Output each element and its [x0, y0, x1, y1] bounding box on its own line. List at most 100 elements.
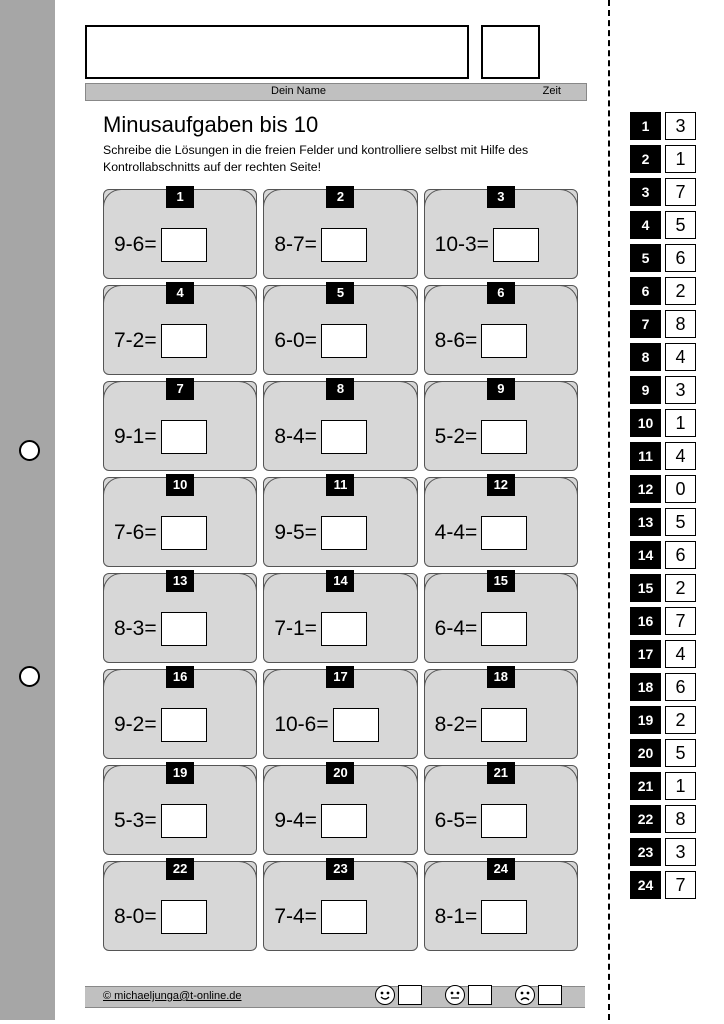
equation: 8-2= — [435, 708, 528, 742]
problem-card: 1710-6= — [263, 669, 417, 759]
answer-key: 14 — [630, 541, 661, 569]
answer-box[interactable] — [321, 516, 367, 550]
answer-box[interactable] — [321, 420, 367, 454]
problem-card: 188-2= — [424, 669, 578, 759]
equation-text: 8-6= — [435, 329, 478, 353]
answer-box[interactable] — [481, 324, 527, 358]
equation: 9-5= — [274, 516, 367, 550]
equation: 8-3= — [114, 612, 207, 646]
answer-value: 5 — [665, 508, 696, 536]
answer-value: 6 — [665, 244, 696, 272]
equation-text: 7-6= — [114, 521, 157, 545]
equation: 8-0= — [114, 900, 207, 934]
rating-box[interactable] — [538, 985, 562, 1005]
answer-row: 62 — [630, 277, 698, 305]
answer-box[interactable] — [161, 516, 207, 550]
answer-box[interactable] — [161, 612, 207, 646]
rating-box[interactable] — [398, 985, 422, 1005]
answer-key: 21 — [630, 772, 661, 800]
problem-number: 5 — [326, 282, 354, 304]
answer-box[interactable] — [321, 324, 367, 358]
answer-value: 3 — [665, 376, 696, 404]
answer-row: 146 — [630, 541, 698, 569]
equation-text: 8-3= — [114, 617, 157, 641]
answer-row: 192 — [630, 706, 698, 734]
answer-strip: 1321374556627884931011141201351461521671… — [630, 112, 698, 904]
problem-card: 11 9-5= — [263, 477, 417, 567]
problem-card: 22 8-0= — [103, 861, 257, 951]
rating-neutral[interactable] — [445, 985, 492, 1005]
answer-box[interactable] — [161, 804, 207, 838]
answer-box[interactable] — [321, 900, 367, 934]
answer-row: 45 — [630, 211, 698, 239]
answer-box[interactable] — [161, 708, 207, 742]
rating-happy[interactable] — [375, 985, 422, 1005]
answer-box[interactable] — [333, 708, 379, 742]
answer-value: 7 — [665, 607, 696, 635]
answer-key: 13 — [630, 508, 661, 536]
equation-text: 6-0= — [274, 329, 317, 353]
answer-value: 2 — [665, 706, 696, 734]
answer-key: 15 — [630, 574, 661, 602]
answer-key: 18 — [630, 673, 661, 701]
problem-number: 2 — [326, 186, 354, 208]
problem-number: 22 — [166, 858, 194, 880]
header-label-bar: Dein Name Zeit — [85, 83, 587, 101]
answer-row: 93 — [630, 376, 698, 404]
equation-text: 4-4= — [435, 521, 478, 545]
answer-box[interactable] — [161, 420, 207, 454]
problem-number: 19 — [166, 762, 194, 784]
answer-box[interactable] — [161, 324, 207, 358]
answer-value: 7 — [665, 871, 696, 899]
rating-box[interactable] — [468, 985, 492, 1005]
neutral-icon — [445, 985, 465, 1005]
answer-box[interactable] — [321, 612, 367, 646]
rating-sad[interactable] — [515, 985, 562, 1005]
answer-value: 2 — [665, 574, 696, 602]
answer-value: 6 — [665, 673, 696, 701]
answer-box[interactable] — [321, 228, 367, 262]
problem-card: 310-3= — [424, 189, 578, 279]
answer-row: 13 — [630, 112, 698, 140]
answer-row: 135 — [630, 508, 698, 536]
punch-hole — [19, 440, 40, 461]
answer-value: 1 — [665, 409, 696, 437]
answer-box[interactable] — [481, 804, 527, 838]
problem-card: 216-5= — [424, 765, 578, 855]
problem-number: 11 — [326, 474, 354, 496]
problem-number: 20 — [326, 762, 354, 784]
equation-text: 10-3= — [435, 233, 489, 257]
answer-key: 4 — [630, 211, 661, 239]
equation: 6-0= — [274, 324, 367, 358]
answer-key: 8 — [630, 343, 661, 371]
answer-box[interactable] — [161, 228, 207, 262]
equation: 8-6= — [435, 324, 528, 358]
answer-box[interactable] — [493, 228, 539, 262]
answer-box[interactable] — [481, 900, 527, 934]
answer-box[interactable] — [161, 900, 207, 934]
problem-card: 88-4= — [263, 381, 417, 471]
answer-key: 1 — [630, 112, 661, 140]
answer-box[interactable] — [481, 420, 527, 454]
equation: 10-3= — [435, 228, 539, 262]
answer-box[interactable] — [481, 612, 527, 646]
answer-key: 11 — [630, 442, 661, 470]
problem-card: 156-4= — [424, 573, 578, 663]
name-input-box[interactable] — [85, 25, 469, 79]
answer-row: 167 — [630, 607, 698, 635]
answer-box[interactable] — [321, 804, 367, 838]
problem-card: 237-4= — [263, 861, 417, 951]
equation-text: 5-2= — [435, 425, 478, 449]
time-input-box[interactable] — [481, 25, 540, 79]
problem-number: 12 — [487, 474, 515, 496]
answer-key: 22 — [630, 805, 661, 833]
equation-text: 9-1= — [114, 425, 157, 449]
answer-value: 7 — [665, 178, 696, 206]
problem-card: 195-3= — [103, 765, 257, 855]
worksheet-page: Dein Name Zeit Minusaufgaben bis 10 Schr… — [55, 0, 600, 1020]
answer-box[interactable] — [481, 516, 527, 550]
answer-row: 174 — [630, 640, 698, 668]
equation-text: 9-6= — [114, 233, 157, 257]
equation: 7-6= — [114, 516, 207, 550]
answer-box[interactable] — [481, 708, 527, 742]
